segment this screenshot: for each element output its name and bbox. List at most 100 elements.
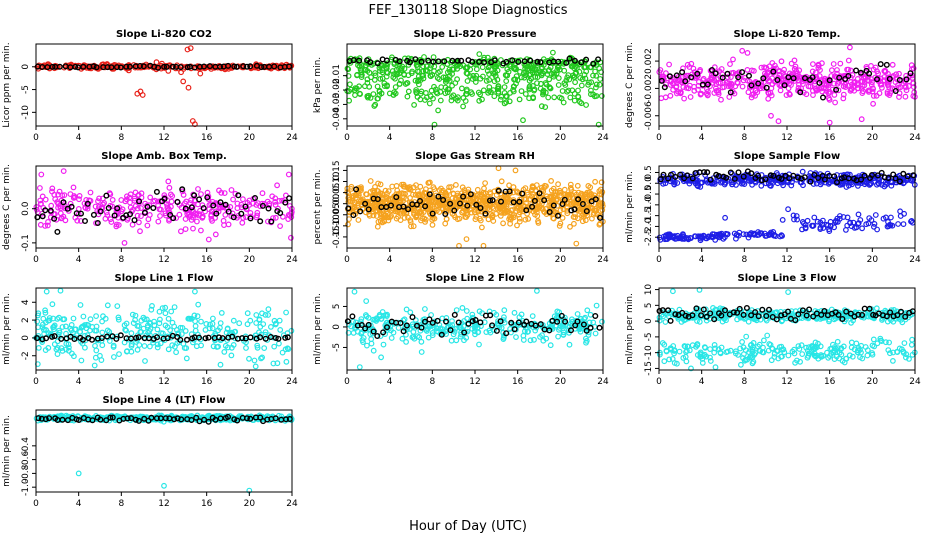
data-point [500, 317, 507, 324]
reference-point [892, 175, 899, 182]
data-point [517, 68, 523, 75]
reference-point [774, 76, 781, 83]
data-point [443, 76, 449, 83]
data-point [749, 91, 755, 98]
data-point [724, 348, 731, 355]
data-point [586, 189, 593, 196]
reference-point [243, 63, 250, 70]
data-point [722, 180, 729, 186]
data-point [596, 221, 603, 228]
reference-point [284, 334, 291, 341]
x-tick-label: 4 [699, 133, 705, 143]
reference-point [163, 63, 170, 70]
reference-point [98, 335, 105, 342]
reference-point [268, 218, 275, 225]
x-tick-label: 0 [33, 377, 39, 387]
data-point [473, 72, 480, 79]
data-point [464, 78, 471, 84]
data-point [76, 192, 83, 199]
data-point [377, 181, 384, 188]
reference-point [144, 203, 151, 210]
reference-point [596, 324, 603, 331]
data-point [410, 223, 417, 230]
data-point [413, 88, 420, 95]
y-axis-label: ml/min per min. [625, 171, 635, 243]
outlier-point [858, 116, 865, 123]
data-point [592, 178, 598, 185]
data-point [566, 200, 572, 207]
data-point [429, 332, 436, 339]
y-axis-label: ml/min per min. [2, 293, 12, 365]
x-tick-label: 16 [824, 133, 836, 143]
data-point [503, 201, 510, 208]
reference-point [673, 72, 680, 79]
data-point [122, 326, 129, 333]
reference-point [60, 199, 67, 206]
data-point [670, 86, 676, 93]
data-point [427, 187, 433, 194]
data-point [777, 87, 784, 94]
data-point [597, 202, 603, 209]
reference-point [238, 210, 245, 217]
reference-point [81, 217, 88, 224]
reference-point [590, 60, 597, 67]
data-point [393, 70, 400, 77]
data-point [863, 221, 870, 228]
data-point [848, 319, 854, 326]
data-point [565, 87, 572, 94]
x-tick-label: 0 [344, 255, 350, 265]
reference-point [682, 78, 689, 85]
data-point [571, 97, 578, 104]
data-point [479, 64, 486, 71]
data-point [433, 328, 440, 335]
y-tick-label: -0.03 [332, 93, 342, 116]
x-tick-label: 4 [76, 377, 82, 387]
data-point [425, 334, 432, 341]
data-point [869, 350, 875, 356]
data-point [540, 91, 546, 98]
data-point [503, 195, 510, 202]
data-point [838, 313, 845, 320]
data-point [509, 211, 515, 218]
plot-frame [35, 43, 293, 127]
outlier-point [134, 90, 141, 97]
x-tick-label: 20 [244, 377, 256, 387]
data-point [357, 91, 364, 97]
panel-title: Slope Li-820 Pressure [413, 29, 536, 40]
data-point [906, 356, 912, 362]
data-point [527, 337, 534, 344]
x-tick-label: 4 [76, 133, 82, 143]
panel-title: Slope Line 2 Flow [426, 273, 525, 284]
data-point [730, 56, 736, 63]
data-point [841, 307, 848, 314]
reference-point [495, 187, 502, 194]
data-point [254, 344, 261, 351]
reference-point [515, 319, 522, 326]
reference-point [126, 63, 133, 70]
data-point [427, 93, 434, 100]
data-point [138, 317, 145, 324]
reference-point [661, 84, 668, 91]
data-point [765, 180, 772, 187]
data-point [368, 340, 375, 347]
data-point [888, 317, 894, 324]
reference-point [265, 205, 272, 212]
reference-point [498, 198, 505, 205]
data-point [589, 215, 595, 222]
data-point [388, 335, 395, 341]
data-point [101, 199, 107, 206]
reference-point [723, 174, 730, 181]
data-point [739, 83, 746, 90]
reference-point [910, 172, 917, 179]
data-point [183, 355, 190, 362]
reference-point [809, 74, 816, 81]
data-point [151, 197, 158, 204]
reference-point [755, 80, 762, 87]
reference-point [719, 74, 726, 81]
data-point [555, 333, 561, 340]
reference-point [68, 203, 75, 210]
outlier-point [534, 288, 540, 294]
